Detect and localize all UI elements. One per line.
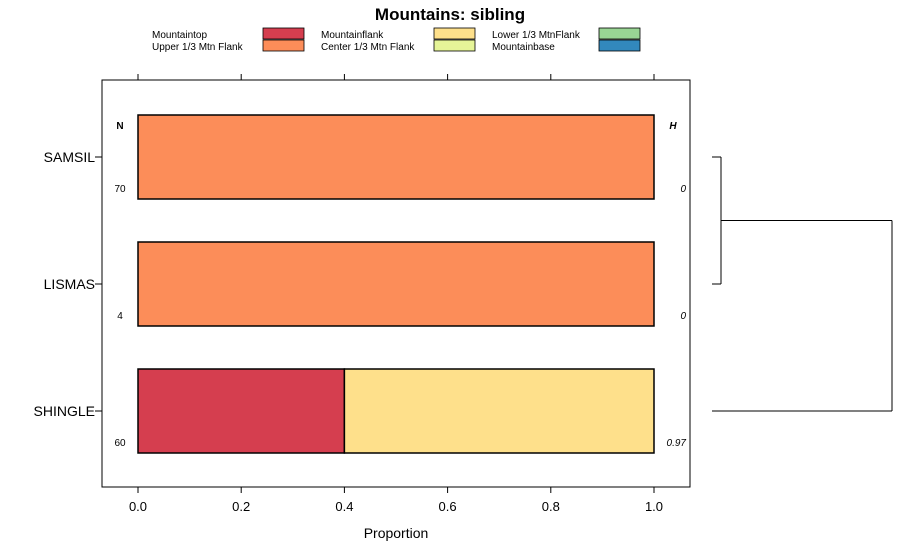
legend-swatch-mountainbase [598,39,641,52]
bar-shingle-mountaintop [137,368,346,454]
legend-swatch-upper-1-3-mtn-flank [262,39,305,52]
legend-swatch-lower-1-3-mtnflank [598,27,641,40]
legend-label-mountainbase: Mountainbase [492,42,555,53]
bars: SAMSIL LISMAS SHINGLE [34,114,655,454]
category-label-shingle: SHINGLE [34,403,95,419]
column-header-n: N [116,121,123,132]
h-value-samsil: 0 [680,184,686,195]
x-tick-label-0-0: 0.0 [129,499,147,514]
x-tick-label-0-2: 0.2 [232,499,250,514]
dendrogram [712,156,893,412]
legend-label-mountaintop: Mountaintop [152,30,207,41]
x-axis-label: Proportion [364,525,429,541]
n-value-samsil: 70 [114,184,126,195]
category-label-samsil: SAMSIL [44,149,96,165]
chart-title: Mountains: sibling [375,5,525,24]
row-annotations: N H 70 0 4 0 60 0.97 [114,121,686,449]
legend-swatch-mountaintop [262,27,305,40]
legend-swatch-mountainflank [433,27,476,40]
legend-label-upper-1-3-mtn-flank: Upper 1/3 Mtn Flank [152,42,244,53]
x-tick-label-0-8: 0.8 [542,499,560,514]
legend-label-center-1-3-mtn-flank: Center 1/3 Mtn Flank [321,42,415,53]
bar-samsil-upper-1-3-mtn-flank [137,114,655,200]
n-value-lismas: 4 [117,311,123,322]
legend-label-lower-1-3-mtnflank: Lower 1/3 MtnFlank [492,30,581,41]
column-header-h: H [669,121,677,132]
x-tick-label-0-6: 0.6 [439,499,457,514]
bar-shingle-mountainflank [343,368,655,454]
x-tick-label-1-0: 1.0 [645,499,663,514]
h-value-lismas: 0 [680,311,686,322]
n-value-shingle: 60 [114,438,126,449]
x-tick-label-0-4: 0.4 [335,499,353,514]
legend-label-mountainflank: Mountainflank [321,30,384,41]
h-value-shingle: 0.97 [667,438,687,449]
legend-swatch-center-1-3-mtn-flank [433,39,476,52]
category-label-lismas: LISMAS [44,276,95,292]
bar-lismas-upper-1-3-mtn-flank [137,241,655,327]
x-axis: 0.0 0.2 0.4 0.6 0.8 1.0 [129,74,663,514]
